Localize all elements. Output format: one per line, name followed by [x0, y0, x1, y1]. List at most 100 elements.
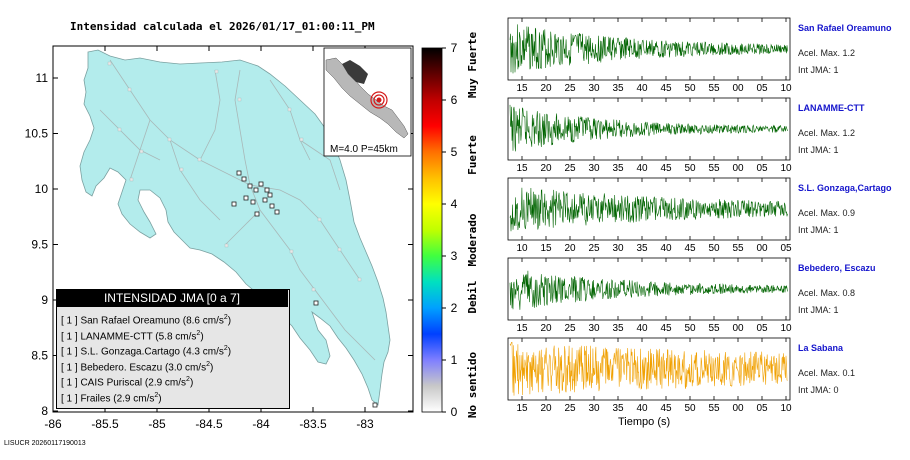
- station-markers: [231, 170, 378, 408]
- waveform-x-tick: 10: [780, 83, 792, 94]
- legend-pga: (5.8 cm/s: [155, 330, 197, 342]
- station-int-jma: Int JMA: 1: [798, 225, 839, 235]
- legend-jma: [ 1 ]: [61, 377, 81, 389]
- waveform-x-tick: 20: [564, 243, 576, 254]
- inset-magnitude-label: M=4.0 P=45km: [330, 144, 398, 155]
- legend-row: [ 1 ] Bebedero. Escazu (3.0 cm/s2): [61, 360, 214, 373]
- legend-row: [ 1 ] CAIS Puriscal (2.9 cm/s2): [61, 376, 194, 389]
- scale-tick: 4: [451, 197, 458, 211]
- scale-category-label: No sentido: [466, 352, 479, 419]
- waveform-x-tick: 25: [564, 403, 576, 414]
- legend-jma: [ 1 ]: [61, 392, 81, 404]
- waveform-x-tick: 40: [636, 403, 648, 414]
- map-x-tick: -84: [252, 417, 270, 431]
- page-title: Intensidad calculada el 2026/01/17_01:00…: [70, 20, 375, 33]
- legend-jma: [ 1 ]: [61, 346, 81, 358]
- waveform-x-tick: 00: [732, 163, 744, 174]
- scale-tick: 3: [451, 249, 458, 263]
- waveform-panel: 15 20 25 30 35 40 45 50 55 00 05 10: [507, 97, 792, 174]
- waveform-x-tick: 30: [588, 403, 600, 414]
- waveform-panel: 15 20 25 30 35 40 45 50 55 00 05 10: [507, 337, 792, 414]
- waveform-x-tick: 35: [612, 323, 624, 334]
- footer-id: LISUCR 20260117190013: [4, 440, 86, 447]
- intensity-legend: [ 1 ] San Rafael Oreamuno (8.6 cm/s2)[ 1…: [56, 289, 290, 409]
- map-x-tick: -84.5: [195, 417, 223, 431]
- map-y-tick: 11: [36, 71, 49, 85]
- legend-jma: [ 1 ]: [61, 315, 81, 327]
- waveform-x-tick: 00: [756, 243, 768, 254]
- legend-station-name: CAIS Puriscal: [80, 377, 145, 389]
- station-acel-max: Acel. Max. 1.2: [798, 128, 856, 138]
- waveform-x-tick: 45: [660, 403, 672, 414]
- waveform-x-tick: 45: [684, 243, 696, 254]
- legend-pga: (4.3 cm/s: [182, 346, 224, 358]
- waveform-x-tick: 15: [516, 163, 528, 174]
- station-acel-max: Acel. Max. 0.1: [798, 368, 856, 378]
- legend-pga: (8.6 cm/s: [182, 315, 224, 327]
- town-markers: [107, 61, 362, 292]
- scale-category-label: Muy Fuerte: [466, 32, 479, 99]
- scale-tick: 0: [451, 405, 458, 419]
- waveform-x-tick: 25: [564, 163, 576, 174]
- waveform-x-tick: 05: [756, 403, 768, 414]
- waveform-x-tick: 55: [708, 403, 720, 414]
- station-name: LANAMME-CTT: [798, 103, 865, 113]
- legend-jma: [ 1 ]: [61, 361, 81, 373]
- waveform-x-tick: 05: [756, 323, 768, 334]
- waveform-x-tick: 35: [612, 403, 624, 414]
- waveform-trace: [509, 270, 788, 310]
- station-name: San Rafael Oreamuno: [798, 23, 892, 33]
- waveform-x-tick: 25: [564, 83, 576, 94]
- waveform-x-tick: 50: [684, 83, 696, 94]
- waveform-x-tick: 40: [660, 243, 672, 254]
- waveform-x-tick: 25: [588, 243, 600, 254]
- station-acel-max: Acel. Max. 1.2: [798, 48, 856, 58]
- legend-pga: (2.9 cm/s: [113, 392, 155, 404]
- waveform-x-tick: 50: [684, 403, 696, 414]
- waveform-x-tick: 15: [516, 83, 528, 94]
- waveform-x-tick: 00: [732, 83, 744, 94]
- legend-row: [ 1 ] San Rafael Oreamuno (8.6 cm/s2): [61, 314, 232, 327]
- scale-tick: 2: [451, 301, 458, 315]
- legend-row: [ 1 ] S.L. Gonzaga.Cartago (4.3 cm/s2): [61, 345, 232, 358]
- waveform-x-tick: 55: [708, 163, 720, 174]
- station-name: Bebedero, Escazu: [798, 263, 876, 273]
- station-acel-max: Acel. Max. 0.9: [798, 208, 856, 218]
- scale-tick: 5: [451, 145, 458, 159]
- station-int-jma: Int JMA: 1: [798, 145, 839, 155]
- scale-tick: 1: [451, 353, 458, 367]
- waveform-x-tick: 00: [732, 403, 744, 414]
- waveform-x-tick: 05: [756, 83, 768, 94]
- waveform-x-tick: 10: [780, 323, 792, 334]
- map-y-tick: 9: [41, 293, 48, 307]
- waveform-x-tick: 25: [564, 323, 576, 334]
- waveform-x-tick: 10: [780, 403, 792, 414]
- station-int-jma: Int JMA: 1: [798, 65, 839, 75]
- waveform-x-tick: 50: [708, 243, 720, 254]
- waveform-x-tick: 45: [660, 83, 672, 94]
- waveform-x-tick: 30: [588, 163, 600, 174]
- legend-station-name: Frailes: [80, 392, 114, 404]
- map-x-tick: -85.5: [91, 417, 119, 431]
- station-int-jma: Int JMA: 1: [798, 305, 839, 315]
- map-x-tick: -83: [356, 417, 374, 431]
- waveform-x-tick: 40: [636, 83, 648, 94]
- waveform-x-tick: 05: [756, 163, 768, 174]
- waveform-x-tick: 20: [540, 323, 552, 334]
- legend-station-name: Bebedero. Escazu: [80, 361, 165, 373]
- waveform-panel: 10 15 20 25 30 35 40 45 50 55 00 05: [507, 177, 792, 254]
- map-y-tick: 8: [41, 404, 48, 418]
- station-int-jma: Int JMA: 0: [798, 385, 839, 395]
- legend-pga: (2.9 cm/s: [144, 377, 187, 389]
- waveform-x-tick: 30: [588, 83, 600, 94]
- scale-tick: 6: [451, 93, 458, 107]
- inset-map: [323, 47, 412, 157]
- waveform-x-tick: 00: [732, 323, 744, 334]
- map-x-tick: -86: [44, 417, 62, 431]
- legend-row: [ 1 ] Frailes (2.9 cm/s2): [61, 391, 162, 404]
- legend-station-name: LANAMME-CTT: [80, 330, 156, 342]
- map-x-tick: -83.5: [299, 417, 327, 431]
- legend-row: [ 1 ] LANAMME-CTT (5.8 cm/s2): [61, 329, 204, 342]
